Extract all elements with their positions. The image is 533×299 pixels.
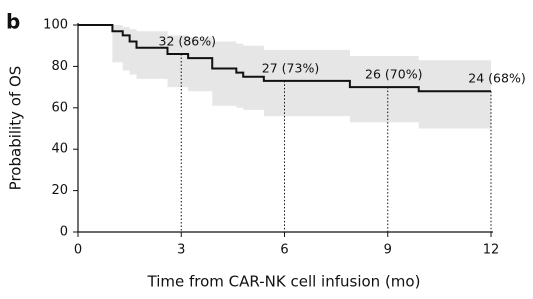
y-axis-title: Probability of OS [7, 66, 25, 191]
x-axis-title: Time from CAR-NK cell infusion (mo) [147, 273, 421, 291]
annotation-label: 26 (70%) [365, 67, 422, 82]
x-tick-label: 0 [74, 243, 82, 258]
y-tick-label: 20 [51, 183, 68, 198]
confidence-band [78, 25, 491, 129]
y-tick-label: 0 [60, 225, 68, 240]
y-tick-label: 80 [51, 59, 68, 74]
y-tick-label: 100 [43, 18, 68, 33]
survival-curve [78, 24, 491, 93]
annotation-label: 24 (68%) [468, 71, 525, 86]
x-tick-label: 12 [483, 243, 500, 258]
annotation-label: 32 (86%) [159, 33, 216, 48]
y-tick-label: 40 [51, 142, 68, 157]
y-tick-label: 60 [51, 100, 68, 115]
annotation-label: 27 (73%) [262, 60, 319, 75]
x-tick-label: 6 [280, 243, 288, 258]
x-tick-label: 9 [384, 243, 392, 258]
panel-label: b [6, 10, 20, 34]
x-tick-label: 3 [177, 243, 185, 258]
